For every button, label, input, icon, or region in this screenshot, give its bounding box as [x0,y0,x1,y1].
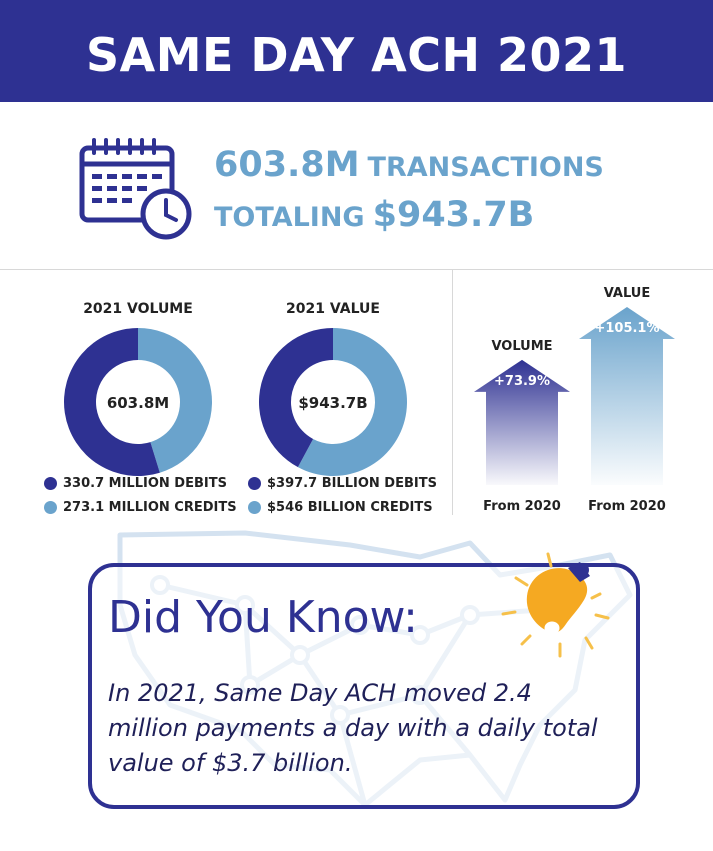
donut-center-label: $943.7B [298,394,367,412]
debits-slice [64,328,160,476]
legend-item-value-credits: $546 BILLION CREDITS [248,495,437,519]
legend-label: 273.1 MILLION CREDITS [63,499,237,515]
growth-arrow-chart: +73.9% VOLUME From 2020 +105.1% VALUE From 20… [474,286,675,514]
volume-donut-chart: 603.8M [64,328,213,476]
growth-x-label: From 2020 [483,499,561,514]
totaling-word: TOTALING [214,202,365,233]
legend-item-volume-debits: 330.7 MILLION DEBITS [44,471,237,495]
calendar-clock-icon [79,138,192,240]
legend-label: $397.7 BILLION DEBITS [267,475,437,491]
page-title: SAME DAY ACH 2021 [85,28,628,82]
debits-slice [258,328,333,468]
legend-item-value-debits: $397.7 BILLION DEBITS [248,471,437,495]
value-donut-chart: $943.7B [258,328,407,476]
donut-center-label: 603.8M [107,394,169,412]
legend-label: $546 BILLION CREDITS [267,499,433,515]
did-you-know-title: Did You Know: [108,592,418,643]
volume-chart-title: 2021 VOLUME [83,301,193,317]
growth-arrow-volume [474,359,570,485]
divider-vertical [452,270,453,515]
legend-item-volume-credits: 273.1 MILLION CREDITS [44,495,237,519]
credits-slice [138,328,213,473]
totaling-line: TOTALING $943.7B [214,195,534,235]
did-you-know-text: In 2021, Same Day ACH moved 2.4 million … [108,679,598,777]
growth-x-label: From 2020 [588,499,666,514]
legend-dot [248,500,261,514]
legend-dot [248,476,261,490]
transactions-word: TRANSACTIONS [367,152,604,183]
growth-arrow-value [579,307,675,485]
volume-legend: 330.7 MILLION DEBITS 273.1 MILLION CREDI… [44,471,237,519]
light-bulb-icon [501,552,610,658]
total-value: $943.7B [372,195,535,235]
growth-category-label: VALUE [604,286,651,301]
divider-horizontal-top [0,269,713,270]
growth-value-label: +105.1% [594,321,659,336]
legend-dot [44,476,57,490]
growth-value-label: +73.9% [494,374,550,389]
transactions-value: 603.8M [214,145,360,185]
legend-dot [44,500,57,514]
header-banner: SAME DAY ACH 2021 [0,0,713,102]
value-chart-title: 2021 VALUE [286,301,380,317]
credits-slice [297,328,407,476]
transactions-line: 603.8M TRANSACTIONS [214,145,604,185]
legend-label: 330.7 MILLION DEBITS [63,475,227,491]
growth-category-label: VOLUME [491,339,552,354]
value-legend: $397.7 BILLION DEBITS $546 BILLION CREDI… [248,471,437,519]
